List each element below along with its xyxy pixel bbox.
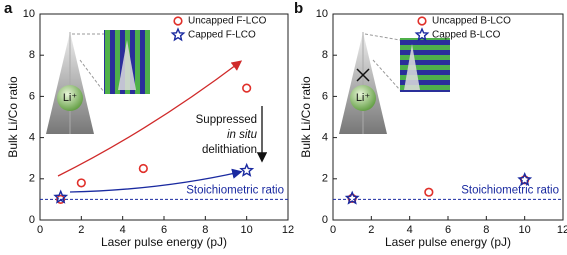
x-tick-label: 6 [161, 224, 167, 236]
inset-b [339, 32, 450, 134]
y-tick-label: 2 [322, 173, 328, 185]
inset-label: Li⁺ [356, 92, 371, 104]
y-tick-label: 2 [29, 173, 35, 185]
legend-label: Uncapped B-LCO [432, 16, 511, 27]
legend-marker [414, 27, 430, 42]
data-point [53, 189, 69, 204]
panel-label: b [294, 0, 303, 17]
data-point [138, 163, 148, 174]
y-tick-label: 6 [29, 90, 35, 102]
y-tick-label: 4 [322, 132, 328, 144]
y-tick-label: 0 [29, 214, 35, 226]
legend-marker [170, 27, 186, 42]
data-point [76, 178, 86, 188]
legend-marker [417, 16, 427, 26]
y-tick-label: 8 [29, 49, 35, 61]
legend-marker [173, 16, 183, 26]
data-point [424, 187, 434, 197]
inset-a [46, 30, 268, 193]
legend-label: Capped F-LCO [188, 30, 256, 41]
annotation: Suppressed [196, 114, 257, 126]
x-tick-label: 2 [368, 224, 374, 236]
annotation: delithiation [202, 144, 257, 156]
x-tick-label: 12 [282, 224, 294, 236]
x-tick-label: 4 [120, 224, 126, 236]
y-axis-label: Bulk Li/Co ratio [6, 76, 20, 158]
y-tick-label: 6 [322, 90, 328, 102]
legend-label: Uncapped F-LCO [188, 16, 267, 27]
x-axis-label: Laser pulse energy (pJ) [101, 235, 227, 249]
reference-label: Stoichiometric ratio [461, 184, 559, 196]
y-tick-label: 4 [29, 132, 35, 144]
x-tick-label: 4 [407, 224, 413, 236]
x-tick-label: 12 [557, 224, 567, 236]
y-tick-label: 10 [23, 8, 35, 20]
x-tick-label: 0 [330, 224, 336, 236]
y-axis-label: Bulk Li/Co ratio [299, 76, 313, 158]
data-point [517, 171, 533, 187]
data-point [344, 190, 360, 205]
y-tick-label: 10 [316, 8, 328, 20]
legend-label: Capped B-LCO [432, 30, 501, 41]
data-point [242, 83, 252, 93]
x-tick-label: 8 [483, 224, 489, 236]
annotation: in situ [227, 129, 258, 141]
y-tick-label: 0 [322, 214, 328, 226]
x-tick-label: 10 [519, 224, 531, 236]
x-axis-label: Laser pulse energy (pJ) [385, 235, 511, 249]
data-point [56, 194, 66, 204]
x-tick-label: 10 [241, 224, 253, 236]
x-tick-label: 8 [202, 224, 208, 236]
x-tick-label: 0 [37, 224, 43, 236]
x-tick-label: 2 [78, 224, 84, 236]
x-tick-label: 6 [445, 224, 451, 236]
panel-label: a [4, 0, 13, 17]
y-tick-label: 8 [322, 49, 328, 61]
data-point [239, 162, 255, 177]
reference-label: Stoichiometric ratio [186, 184, 284, 196]
inset-label: Li⁺ [63, 92, 78, 104]
